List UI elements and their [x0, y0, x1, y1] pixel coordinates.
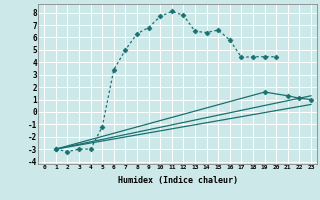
X-axis label: Humidex (Indice chaleur): Humidex (Indice chaleur)	[118, 176, 238, 185]
